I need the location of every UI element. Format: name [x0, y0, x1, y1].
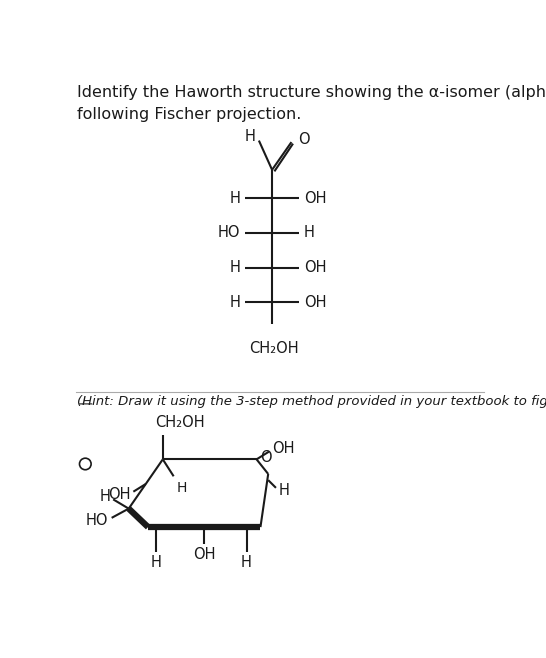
Text: O: O: [299, 132, 310, 147]
Text: H: H: [150, 555, 161, 570]
Text: OH: OH: [193, 547, 215, 562]
Text: OH: OH: [304, 295, 327, 310]
Text: HO: HO: [218, 226, 240, 240]
Text: CH₂OH: CH₂OH: [249, 341, 299, 356]
Text: OH: OH: [108, 488, 130, 502]
Text: OH: OH: [304, 260, 327, 275]
Text: OH: OH: [272, 441, 295, 456]
Text: (Hint: Draw it using the 3-step method provided in your textbook to figure out.): (Hint: Draw it using the 3-step method p…: [77, 395, 546, 408]
Text: H: H: [304, 226, 314, 240]
Text: HO: HO: [86, 513, 109, 528]
Text: Identify the Haworth structure showing the α-isomer (alpha isomer) of the
follow: Identify the Haworth structure showing t…: [77, 85, 546, 122]
Text: H: H: [229, 191, 240, 206]
Text: H: H: [241, 555, 252, 570]
Text: H: H: [244, 129, 255, 144]
Text: H: H: [99, 489, 110, 504]
Text: H: H: [177, 481, 187, 495]
Text: H: H: [229, 260, 240, 275]
Text: H: H: [279, 484, 290, 498]
Text: OH: OH: [304, 191, 327, 206]
Text: O: O: [260, 450, 271, 465]
Text: CH₂OH: CH₂OH: [155, 415, 205, 430]
Text: H: H: [229, 295, 240, 310]
